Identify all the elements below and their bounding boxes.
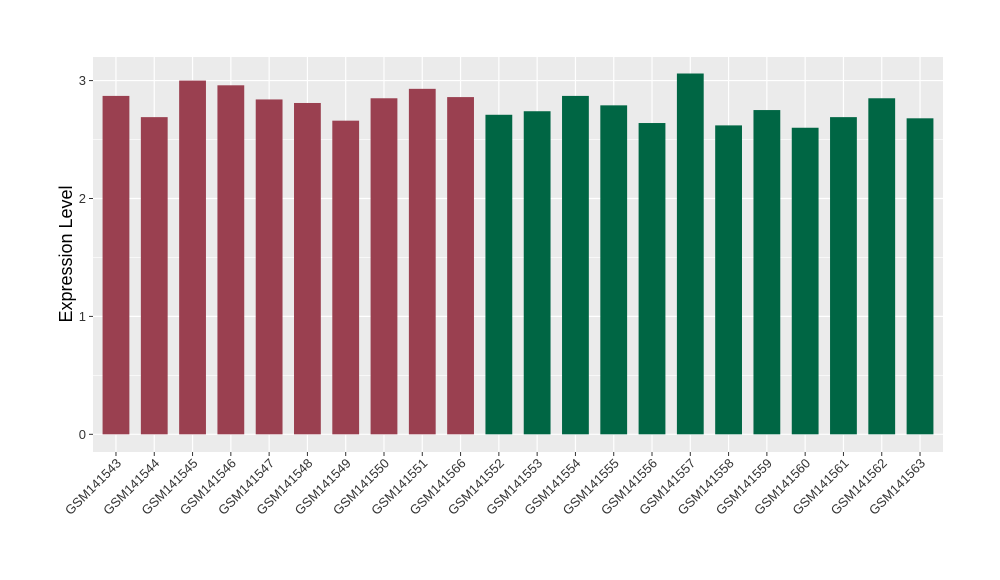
bar-GSM141550 bbox=[370, 98, 398, 435]
bar-GSM141560 bbox=[791, 127, 819, 435]
bar-GSM141557 bbox=[676, 73, 704, 435]
bar-GSM141562 bbox=[868, 98, 896, 435]
bar-GSM141563 bbox=[906, 118, 934, 435]
bar-GSM141543 bbox=[102, 95, 130, 435]
bar-GSM141559 bbox=[753, 110, 781, 435]
x-axis: GSM141543GSM141544GSM141545GSM141546GSM1… bbox=[62, 452, 928, 518]
bar-GSM141545 bbox=[179, 80, 206, 435]
y-tick-label: 0 bbox=[79, 427, 86, 442]
bar-GSM141566 bbox=[447, 97, 474, 435]
y-tick-label: 2 bbox=[79, 191, 86, 206]
bar-GSM141558 bbox=[715, 125, 742, 435]
bar-GSM141544 bbox=[140, 117, 168, 435]
y-axis: 0 1 2 3 bbox=[79, 73, 93, 442]
y-tick-label: 3 bbox=[79, 73, 86, 88]
bar-GSM141561 bbox=[830, 117, 857, 435]
bar-GSM141549 bbox=[332, 120, 360, 435]
bar-GSM141556 bbox=[638, 123, 666, 435]
bar-GSM141555 bbox=[600, 105, 628, 435]
bars bbox=[102, 73, 934, 435]
bar-GSM141548 bbox=[294, 102, 321, 435]
bar-GSM141554 bbox=[562, 95, 589, 435]
bar-GSM141553 bbox=[523, 111, 551, 435]
bar-GSM141547 bbox=[255, 99, 283, 435]
bar-GSM141546 bbox=[217, 85, 245, 435]
bar-GSM141551 bbox=[408, 88, 436, 435]
bar-GSM141552 bbox=[485, 114, 513, 435]
y-tick-label: 1 bbox=[79, 309, 86, 324]
y-axis-title: Expression Level bbox=[56, 185, 76, 322]
